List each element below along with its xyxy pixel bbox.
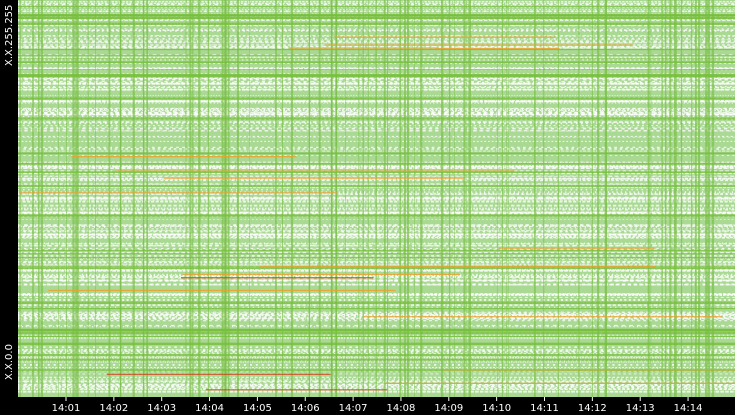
- x-tick-label: 14:05: [243, 403, 272, 414]
- x-tick-label: 14:10: [482, 403, 511, 414]
- y-label-low: X.X.0.0: [4, 344, 15, 380]
- x-tick-label: 14:03: [147, 403, 176, 414]
- x-tick-label: 14:06: [291, 403, 320, 414]
- x-tick-label: 14:07: [339, 403, 368, 414]
- texture: [18, 0, 735, 397]
- x-tick-label: 14:12: [578, 403, 607, 414]
- x-tick-label: 14:14: [674, 403, 703, 414]
- x-tick-label: 14:04: [195, 403, 224, 414]
- x-tick-label: 14:01: [52, 403, 81, 414]
- x-tick-label: 14:02: [99, 403, 128, 414]
- y-label-high: X.X.255.255: [4, 5, 15, 66]
- x-tick-label: 14:09: [434, 403, 463, 414]
- x-tick-label: 14:13: [626, 403, 655, 414]
- x-tick-label: 14:11: [530, 403, 559, 414]
- x-tick-label: 14:08: [387, 403, 416, 414]
